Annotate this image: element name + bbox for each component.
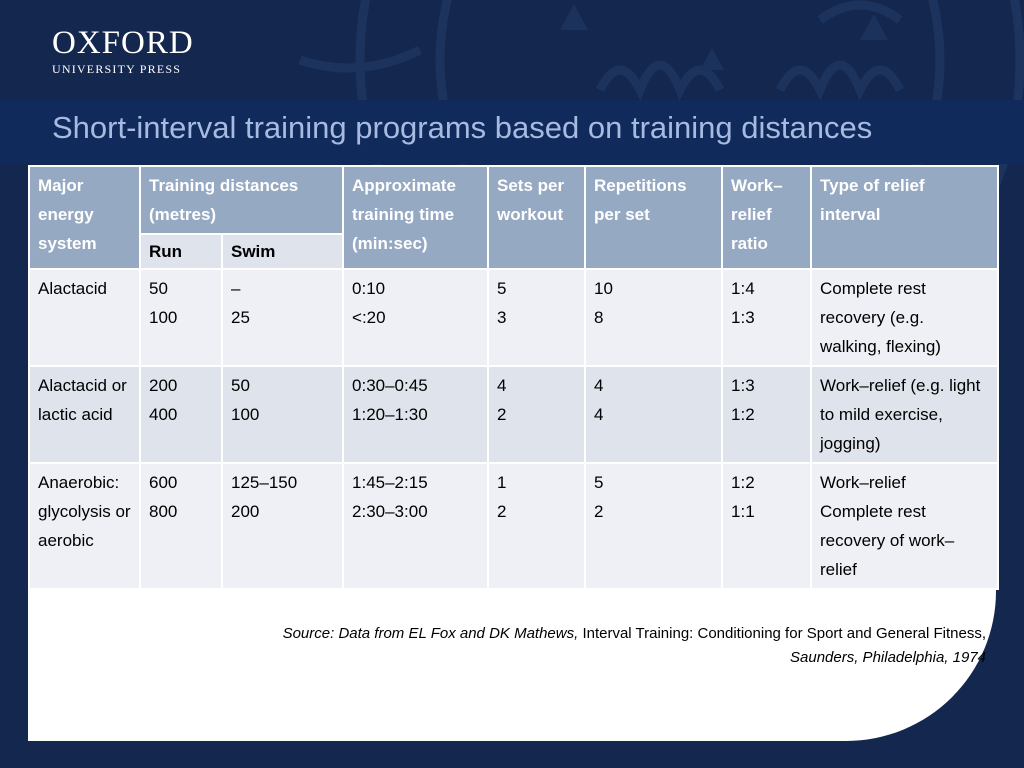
cell-line: 2 [594, 502, 604, 521]
cell-line: 1:3 [731, 376, 755, 395]
cell-run: 200 400 [139, 365, 223, 464]
cell-line: 200 [231, 502, 260, 521]
cell-line: 25 [231, 308, 250, 327]
cell-line: 2 [497, 405, 507, 424]
cell-line: Work–relief (e.g. light to mild exercise… [820, 376, 981, 453]
source-publisher: Saunders, Philadelphia, 1974 [790, 649, 986, 666]
cell-line: 1:2 [731, 473, 755, 492]
cell-ratio: 1:2 1:1 [721, 462, 813, 590]
cell-swim: 50 100 [220, 365, 345, 464]
cell-line: 5 [497, 279, 507, 298]
cell-line: 5 [594, 473, 604, 492]
cell-run: 50 100 [139, 268, 223, 367]
cell-line: 200 [149, 376, 178, 395]
cell-run: 600 800 [139, 462, 223, 590]
cell-line: 2 [497, 502, 507, 521]
cell-time: 0:10 <:20 [342, 268, 490, 367]
cell-line: Complete rest recovery (e.g. walking, fl… [820, 279, 941, 356]
cell-time: 0:30–0:45 1:20–1:30 [342, 365, 490, 464]
cell-line: <:20 [352, 308, 386, 327]
cell-energy: Alactacid [28, 268, 141, 367]
table-body: Alactacid 50 100–25 0:10 <:20 5 3 10 8 1:4 1:3 Comp… [28, 268, 1000, 590]
cell-line: 100 [231, 405, 260, 424]
table-row: Alactacid 50 100–25 0:10 <:20 5 3 10 8 1:4 1:3 Comp… [28, 268, 1000, 367]
source-work-title: Interval Training: Conditioning for Spor… [582, 625, 986, 642]
header-sets: Sets per workout [487, 165, 587, 270]
cell-relief: Work–relief (e.g. light to mild exercise… [810, 365, 1000, 464]
cell-line: 1:4 [731, 279, 755, 298]
title-band [0, 100, 1024, 164]
cell-line: 1:1 [731, 502, 755, 521]
cell-line: – [231, 279, 241, 298]
cell-line: 100 [149, 308, 178, 327]
cell-line: 0:10 [352, 279, 386, 298]
cell-line: Work–relief [820, 473, 906, 492]
cell-relief: Complete rest recovery (e.g. walking, fl… [810, 268, 1000, 367]
cell-line: 1:2 [731, 405, 755, 424]
cell-line: Complete rest recovery of work–relief [820, 502, 955, 579]
cell-line: 50 [149, 279, 168, 298]
header-relief-type: Type of relief interval [810, 165, 1000, 270]
cell-ratio: 1:3 1:2 [721, 365, 813, 464]
training-table: Major energy system Training distances (… [28, 165, 1000, 590]
header-training-distances: Training distances (metres) [138, 165, 345, 235]
cell-reps: 10 8 [584, 268, 724, 367]
slide-title: Short-interval training programs based o… [52, 110, 873, 145]
source-citation: Source: Data from EL Fox and DK Mathews,… [86, 622, 986, 670]
cell-line: 10 [594, 279, 613, 298]
cell-time: 1:45–2:15 2:30–3:00 [342, 462, 490, 590]
table-row: Alactacid or lactic acid 200 400 50 100 0:30–… [28, 365, 1000, 464]
cell-line: 4 [594, 376, 604, 395]
cell-relief: Work–relief Complete rest recovery of wor… [810, 462, 1000, 590]
cell-line: 0:30–0:45 [352, 376, 428, 395]
header-work-relief-ratio: Work–relief ratio [721, 165, 813, 270]
cell-line: 8 [594, 308, 604, 327]
header-energy-system: Major energy system [28, 165, 141, 270]
logo-subtitle: UNIVERSITY PRESS [52, 62, 182, 76]
header-row: Major energy system Training distances (… [28, 165, 1000, 270]
oxford-university-press-logo: OXFORD UNIVERSITY PRESS [52, 26, 194, 77]
cell-line: 4 [594, 405, 604, 424]
source-prefix: Source: Data from EL Fox and DK Mathews, [282, 625, 579, 642]
cell-energy: Anaerobic: glycolysis or aerobic [28, 462, 141, 590]
subheader-row: Run Swim [29, 233, 998, 270]
cell-line: 4 [497, 376, 507, 395]
cell-line: 125–150 [231, 473, 298, 492]
cell-line: 3 [497, 308, 507, 327]
header-repetitions: Repetitions per set [584, 165, 724, 270]
cell-line: 1 [497, 473, 507, 492]
cell-line: 2:30–3:00 [352, 502, 428, 521]
cell-line: 1:3 [731, 308, 755, 327]
cell-line: 1:45–2:15 [352, 473, 428, 492]
cell-swim: 125–150 200 [220, 462, 345, 590]
header-run: Run [139, 233, 223, 270]
cell-line: 400 [149, 405, 178, 424]
logo-wordmark: OXFORD [52, 25, 194, 61]
cell-line: 800 [149, 502, 178, 521]
cell-ratio: 1:4 1:3 [721, 268, 813, 367]
cell-line: 50 [231, 376, 250, 395]
cell-line: 600 [149, 473, 178, 492]
header-swim: Swim [220, 233, 345, 270]
table-row: Anaerobic: glycolysis or aerobic 600 800 12… [28, 462, 1000, 590]
cell-line: 1:20–1:30 [352, 405, 428, 424]
cell-energy: Alactacid or lactic acid [28, 365, 141, 464]
cell-swim: – 25 [220, 268, 345, 367]
header-training-time: Approximate training time (min:sec) [342, 165, 490, 270]
